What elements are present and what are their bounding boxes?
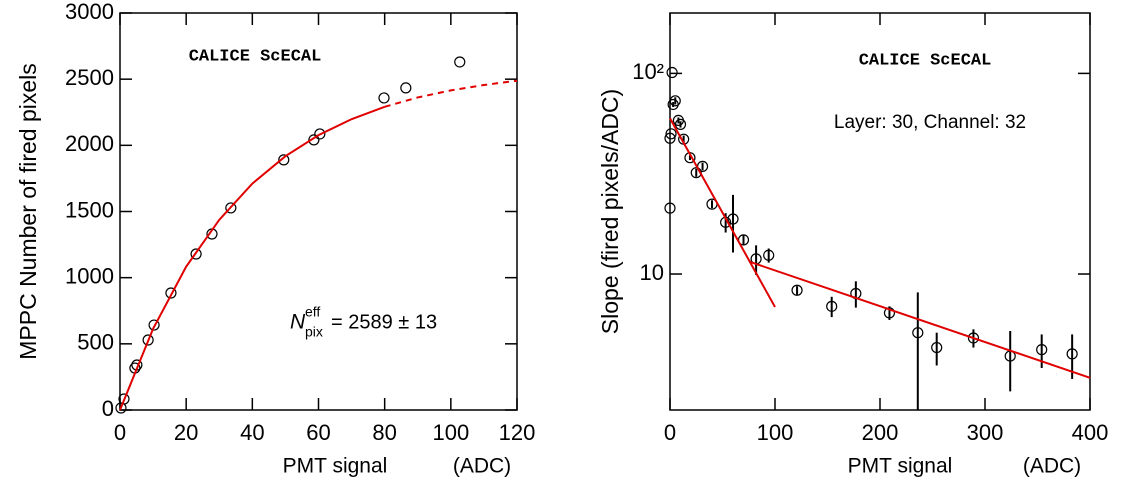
- x-axis-label: PMT signal: [848, 455, 953, 478]
- data-point: [308, 134, 320, 146]
- y-tick-label: 1000: [65, 263, 114, 288]
- data-point: [118, 393, 130, 405]
- fit-line: [749, 260, 1091, 379]
- fit-label: N: [290, 311, 306, 334]
- x-tick-label: 400: [1072, 420, 1109, 445]
- data-point: [674, 118, 687, 130]
- y-axis-label: Slope (fired pixels/ADC): [597, 89, 623, 334]
- fit-label: eff: [305, 304, 320, 320]
- y-tick-label: 10²: [632, 59, 664, 84]
- data-point: [314, 128, 326, 140]
- fit-line: [119, 105, 386, 411]
- data-point: [1036, 344, 1048, 356]
- y-axis-label: MPPC Number of fired pixels: [15, 63, 41, 360]
- x-tick-label: 60: [306, 420, 330, 445]
- y-tick-label: 1500: [65, 197, 114, 222]
- annotation: CALICE ScECAL: [189, 47, 322, 66]
- data-point: [727, 213, 739, 225]
- fit-line: [669, 117, 776, 308]
- y-tick-label: 10: [640, 260, 664, 285]
- y-tick-label: 500: [77, 330, 114, 355]
- y-tick-label: 2500: [65, 65, 114, 90]
- x-tick-label: 120: [499, 420, 536, 445]
- x-tick-label: 200: [862, 420, 899, 445]
- x-tick-label: 0: [664, 420, 676, 445]
- data-point: [967, 332, 980, 344]
- data-point: [666, 66, 678, 79]
- data-point: [664, 202, 676, 214]
- data-point: [148, 319, 160, 331]
- data-point: [278, 154, 290, 166]
- data-point: [400, 82, 412, 94]
- x-tick-label: 100: [432, 420, 469, 445]
- fit-label: = 2589 ± 13: [331, 311, 437, 333]
- data-point: [883, 307, 896, 319]
- y-tick-label: 3000: [65, 0, 114, 24]
- data-point: [378, 92, 390, 104]
- data-point: [826, 300, 838, 312]
- x-tick-label: 40: [240, 420, 264, 445]
- data-point: [454, 56, 466, 68]
- x-tick-label: 0: [114, 420, 126, 445]
- data-point: [665, 128, 677, 140]
- x-tick-label: 300: [967, 420, 1004, 445]
- annotation: CALICE ScECAL: [859, 51, 992, 70]
- data-point: [664, 132, 676, 144]
- data-point: [669, 95, 681, 107]
- y-tick-label: 2000: [65, 131, 114, 156]
- annotation: Layer: 30, Channel: 32: [834, 112, 1026, 133]
- fit-line: [384, 79, 518, 108]
- x-tick-label: 100: [757, 420, 794, 445]
- x-tick-label: 80: [372, 420, 396, 445]
- data-point: [190, 248, 202, 260]
- x-axis-unit: (ADC): [1023, 455, 1081, 478]
- x-axis-label: PMT signal: [283, 455, 388, 478]
- data-point: [142, 334, 154, 346]
- y-tick-label: 0: [102, 396, 114, 421]
- data-point: [931, 341, 943, 354]
- data-point: [763, 249, 775, 261]
- data-point: [225, 202, 237, 214]
- plot-frame: [119, 12, 518, 411]
- data-point: [1066, 348, 1078, 360]
- x-tick-label: 20: [174, 420, 198, 445]
- x-axis-unit: (ADC): [453, 455, 511, 478]
- data-point: [912, 327, 924, 339]
- fit-label: pix: [305, 324, 323, 340]
- data-point: [165, 287, 177, 299]
- data-point: [791, 284, 803, 296]
